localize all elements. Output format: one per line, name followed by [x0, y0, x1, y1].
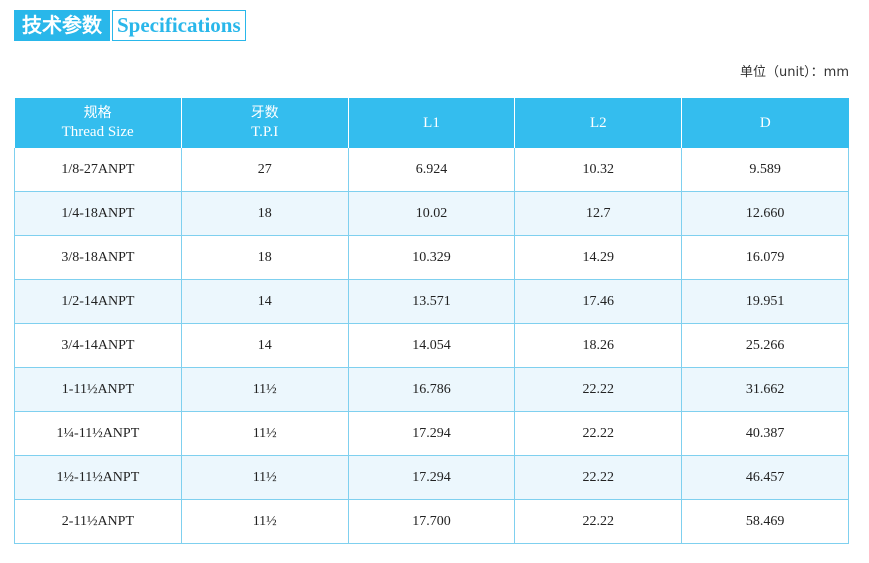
- header-thread-size: 规格 Thread Size: [14, 98, 182, 148]
- cell-l2: 22.22: [514, 455, 683, 500]
- cell-l2: 22.22: [514, 499, 683, 544]
- header-d: D: [681, 98, 849, 148]
- header-cn: 牙数: [250, 105, 279, 121]
- table-row: 1½-11½ANPT 11½ 17.294 22.22 46.457: [14, 455, 849, 500]
- header-en: Thread Size: [61, 124, 134, 140]
- cell-d: 25.266: [681, 323, 849, 368]
- cell-d: 46.457: [681, 455, 849, 500]
- cell-l1: 14.054: [348, 323, 516, 368]
- cell-thread-size: 3/8-18ANPT: [14, 235, 182, 280]
- unit-label: 单位（unit）：mm: [739, 65, 849, 80]
- specifications-table: 规格 Thread Size 牙数 T.P.I L1 L2 D 1/8-27AN…: [14, 98, 849, 544]
- table-row: 1/2-14ANPT 14 13.571 17.46 19.951: [14, 279, 849, 324]
- header-en: T.P.I: [251, 124, 279, 140]
- cell-l1: 6.924: [348, 148, 516, 192]
- header-en: L1: [423, 114, 440, 131]
- cell-tpi: 18: [181, 191, 349, 236]
- table-row: 1/8-27ANPT 27 6.924 10.32 9.589: [14, 148, 849, 192]
- cell-tpi: 11½: [181, 367, 349, 412]
- cell-l2: 22.22: [514, 411, 683, 456]
- cell-d: 31.662: [681, 367, 849, 412]
- cell-tpi: 14: [181, 279, 349, 324]
- cell-d: 40.387: [681, 411, 849, 456]
- cell-thread-size: 2-11½ANPT: [14, 499, 182, 544]
- cell-l2: 17.46: [514, 279, 683, 324]
- table-row: 3/4-14ANPT 14 14.054 18.26 25.266: [14, 323, 849, 368]
- cell-l2: 22.22: [514, 367, 683, 412]
- cell-d: 9.589: [681, 148, 849, 192]
- header-en: D: [759, 114, 771, 131]
- table-row: 1/4-18ANPT 18 10.02 12.7 12.660: [14, 191, 849, 236]
- cell-l1: 10.329: [348, 235, 516, 280]
- cell-tpi: 11½: [181, 499, 349, 544]
- table-row: 1-11½ANPT 11½ 16.786 22.22 31.662: [14, 367, 849, 412]
- header-cn: 规格: [83, 105, 112, 121]
- cell-thread-size: 1/2-14ANPT: [14, 279, 182, 324]
- cell-d: 16.079: [681, 235, 849, 280]
- cell-thread-size: 1¼-11½ANPT: [14, 411, 182, 456]
- cell-l2: 12.7: [514, 191, 683, 236]
- cell-l1: 10.02: [348, 191, 516, 236]
- cell-tpi: 14: [181, 323, 349, 368]
- cell-d: 58.469: [681, 499, 849, 544]
- header-l1: L1: [348, 98, 516, 148]
- table-row: 3/8-18ANPT 18 10.329 14.29 16.079: [14, 235, 849, 280]
- header-l2: L2: [514, 98, 683, 148]
- cell-tpi: 27: [181, 148, 349, 192]
- cell-thread-size: 1½-11½ANPT: [14, 455, 182, 500]
- header-tpi: 牙数 T.P.I: [181, 98, 349, 148]
- cell-d: 12.660: [681, 191, 849, 236]
- title-english: Specifications: [112, 10, 246, 41]
- cell-l1: 17.294: [348, 411, 516, 456]
- cell-l2: 10.32: [514, 148, 683, 192]
- cell-l2: 18.26: [514, 323, 683, 368]
- section-title: 技术参数 Specifications: [14, 10, 246, 41]
- cell-l1: 17.700: [348, 499, 516, 544]
- cell-thread-size: 1-11½ANPT: [14, 367, 182, 412]
- cell-tpi: 18: [181, 235, 349, 280]
- cell-l1: 17.294: [348, 455, 516, 500]
- title-chinese: 技术参数: [14, 10, 110, 41]
- cell-thread-size: 1/4-18ANPT: [14, 191, 182, 236]
- cell-tpi: 11½: [181, 411, 349, 456]
- cell-l1: 13.571: [348, 279, 516, 324]
- table-row: 2-11½ANPT 11½ 17.700 22.22 58.469: [14, 499, 849, 544]
- cell-l1: 16.786: [348, 367, 516, 412]
- table-row: 1¼-11½ANPT 11½ 17.294 22.22 40.387: [14, 411, 849, 456]
- cell-d: 19.951: [681, 279, 849, 324]
- cell-l2: 14.29: [514, 235, 683, 280]
- cell-thread-size: 1/8-27ANPT: [14, 148, 182, 192]
- table-header-row: 规格 Thread Size 牙数 T.P.I L1 L2 D: [14, 98, 849, 148]
- cell-tpi: 11½: [181, 455, 349, 500]
- header-en: L2: [589, 114, 607, 131]
- cell-thread-size: 3/4-14ANPT: [14, 323, 182, 368]
